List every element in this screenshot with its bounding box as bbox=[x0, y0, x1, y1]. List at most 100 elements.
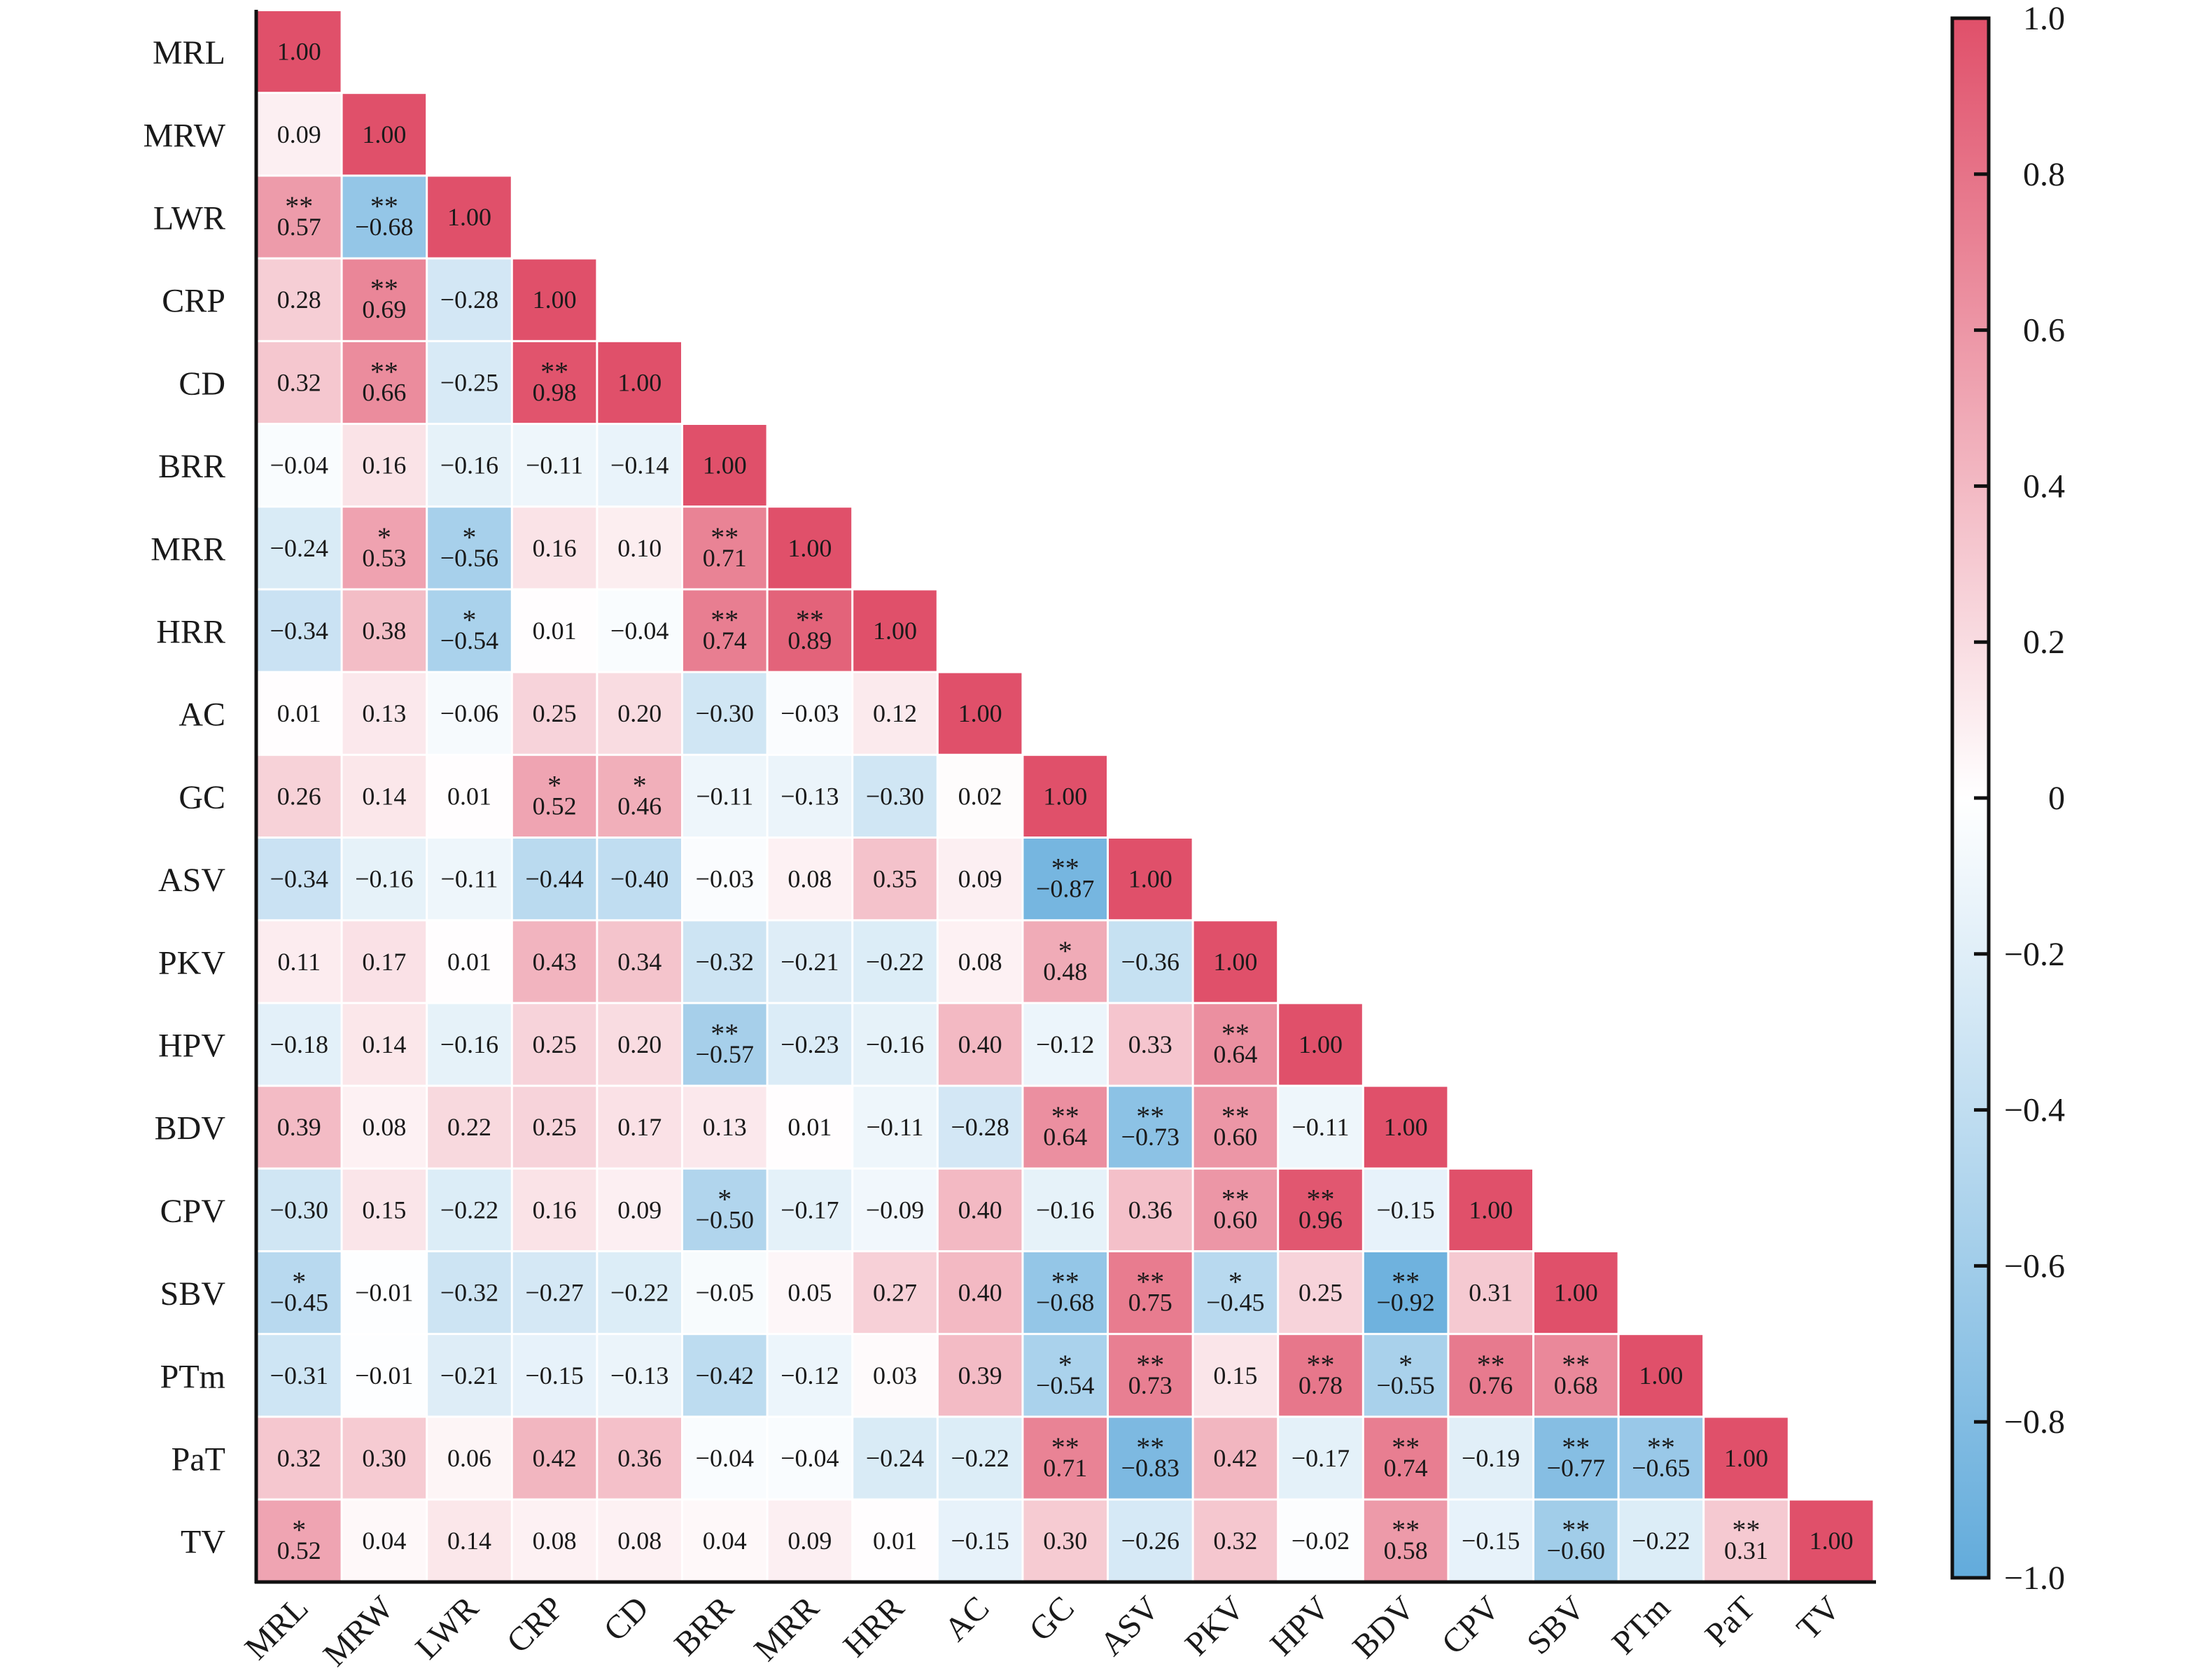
significance-marker: ** bbox=[1051, 1432, 1079, 1463]
cell-rect bbox=[938, 1169, 1022, 1250]
cell-value: −0.36 bbox=[1121, 948, 1180, 976]
heatmap-cell: 0.09 bbox=[768, 1500, 852, 1581]
cell-value: 0.16 bbox=[533, 534, 577, 562]
cell-value: −0.26 bbox=[1121, 1527, 1180, 1555]
cell-rect bbox=[342, 673, 426, 754]
cell-value: 0.40 bbox=[958, 1030, 1002, 1058]
heatmap-cell: 0.25 bbox=[512, 673, 596, 754]
heatmap-cell: −0.15 bbox=[1449, 1500, 1532, 1581]
cell-rect bbox=[342, 425, 426, 506]
cell-value: 0.38 bbox=[362, 617, 406, 645]
heatmap-cell: −0.55* bbox=[1364, 1335, 1448, 1416]
cell-value: −0.15 bbox=[951, 1527, 1009, 1555]
y-tick-label: MRL bbox=[153, 34, 225, 71]
cell-rect bbox=[853, 590, 937, 671]
cell-rect bbox=[598, 1169, 681, 1250]
cell-rect bbox=[683, 1418, 766, 1499]
heatmap-cell: 0.16 bbox=[512, 1169, 596, 1250]
cell-value: 0.73 bbox=[1128, 1371, 1172, 1399]
significance-marker: * bbox=[1058, 1349, 1072, 1380]
cell-value: −0.77 bbox=[1547, 1454, 1605, 1482]
heatmap-cell: 0.20 bbox=[598, 1004, 681, 1085]
cell-value: −0.19 bbox=[1462, 1444, 1520, 1472]
heatmap-cell: 1.00 bbox=[1619, 1335, 1703, 1416]
heatmap-cell: 0.40 bbox=[938, 1252, 1022, 1334]
cell-rect bbox=[1449, 1169, 1532, 1250]
cell-rect bbox=[1109, 1169, 1192, 1250]
heatmap-cells: 1.000.09 1.000.57**−0.68** 1.000.28 0.69** −… bbox=[258, 11, 1873, 1581]
cell-value: −0.01 bbox=[355, 1362, 413, 1390]
y-tick-label: CD bbox=[178, 365, 225, 402]
colorbar-tick-label: −0.8 bbox=[2004, 1404, 2065, 1441]
heatmap-cell: 0.04 bbox=[683, 1500, 766, 1581]
cell-value: 0.01 bbox=[277, 699, 321, 727]
x-tick-label: AC bbox=[937, 1589, 997, 1648]
cell-rect bbox=[1279, 1500, 1362, 1581]
heatmap-cell: −0.60** bbox=[1534, 1500, 1618, 1581]
heatmap-cell: 1.00 bbox=[1704, 1418, 1788, 1499]
cell-value: 0.16 bbox=[362, 451, 406, 479]
cell-value: 0.32 bbox=[1213, 1527, 1257, 1555]
heatmap-cell: −0.44 bbox=[512, 839, 596, 920]
heatmap-cell: 0.71** bbox=[1023, 1418, 1107, 1499]
heatmap-cell: 0.17 bbox=[598, 1086, 681, 1168]
significance-marker: ** bbox=[1051, 1100, 1079, 1132]
cell-rect bbox=[512, 1086, 596, 1168]
cell-value: −0.02 bbox=[1292, 1527, 1350, 1555]
y-tick-label: HRR bbox=[156, 614, 225, 651]
cell-value: −0.16 bbox=[440, 1030, 498, 1058]
cell-rect bbox=[428, 507, 511, 589]
heatmap-cell: 0.40 bbox=[938, 1169, 1022, 1250]
cell-value: 0.22 bbox=[447, 1113, 491, 1141]
cell-value: 0.04 bbox=[703, 1527, 747, 1555]
heatmap-cell: 0.27 bbox=[853, 1252, 937, 1334]
cell-rect bbox=[1279, 1004, 1362, 1085]
cell-value: 1.00 bbox=[447, 203, 491, 231]
cell-value: −0.45 bbox=[1206, 1289, 1264, 1317]
cell-rect bbox=[598, 1252, 681, 1334]
cell-rect bbox=[853, 921, 937, 1002]
cell-value: −0.16 bbox=[440, 451, 498, 479]
cell-value: −0.05 bbox=[696, 1279, 754, 1307]
cell-rect bbox=[258, 94, 341, 175]
cell-value: 0.40 bbox=[958, 1279, 1002, 1307]
cell-rect bbox=[683, 1500, 766, 1581]
y-tick-label: BDV bbox=[155, 1110, 226, 1147]
cell-rect bbox=[853, 1169, 937, 1250]
significance-marker: * bbox=[718, 1183, 732, 1214]
heatmap-cell: 0.42 bbox=[512, 1418, 596, 1499]
cell-rect bbox=[683, 673, 766, 754]
cell-rect bbox=[1619, 1335, 1703, 1416]
cell-rect bbox=[1023, 1335, 1107, 1416]
cell-value: 0.89 bbox=[788, 626, 832, 654]
cell-value: −0.16 bbox=[355, 865, 413, 893]
significance-marker: ** bbox=[370, 273, 398, 304]
cell-rect bbox=[1704, 1418, 1788, 1499]
cell-rect bbox=[342, 839, 426, 920]
cell-rect bbox=[428, 1335, 511, 1416]
heatmap-cell: 0.40 bbox=[938, 1004, 1022, 1085]
cell-rect bbox=[768, 1418, 852, 1499]
heatmap-cell: 0.64** bbox=[1023, 1086, 1107, 1168]
cell-rect bbox=[512, 425, 596, 506]
heatmap-cell: 0.16 bbox=[512, 507, 596, 589]
cell-rect bbox=[258, 755, 341, 836]
cell-value: 1.00 bbox=[533, 286, 577, 314]
cell-value: −0.57 bbox=[696, 1040, 754, 1068]
heatmap-cell: 0.33 bbox=[1109, 1004, 1192, 1085]
heatmap-cell: 1.00 bbox=[428, 176, 511, 258]
significance-marker: ** bbox=[1562, 1514, 1590, 1546]
heatmap-cell: −0.68** bbox=[1023, 1252, 1107, 1334]
y-tick-label: PTm bbox=[160, 1358, 225, 1395]
cell-value: 0.03 bbox=[873, 1362, 917, 1390]
heatmap-cell: 0.17 bbox=[342, 921, 426, 1002]
cell-value: 0.12 bbox=[873, 699, 917, 727]
heatmap-cell: −0.09 bbox=[853, 1169, 937, 1250]
cell-value: −0.55 bbox=[1376, 1371, 1434, 1399]
cell-value: 1.00 bbox=[1128, 865, 1172, 893]
heatmap-cell: −0.68** bbox=[342, 176, 426, 258]
heatmap-cell: −0.16 bbox=[342, 839, 426, 920]
cell-value: −0.17 bbox=[1292, 1444, 1350, 1472]
significance-marker: ** bbox=[1477, 1349, 1505, 1380]
cell-rect bbox=[258, 425, 341, 506]
